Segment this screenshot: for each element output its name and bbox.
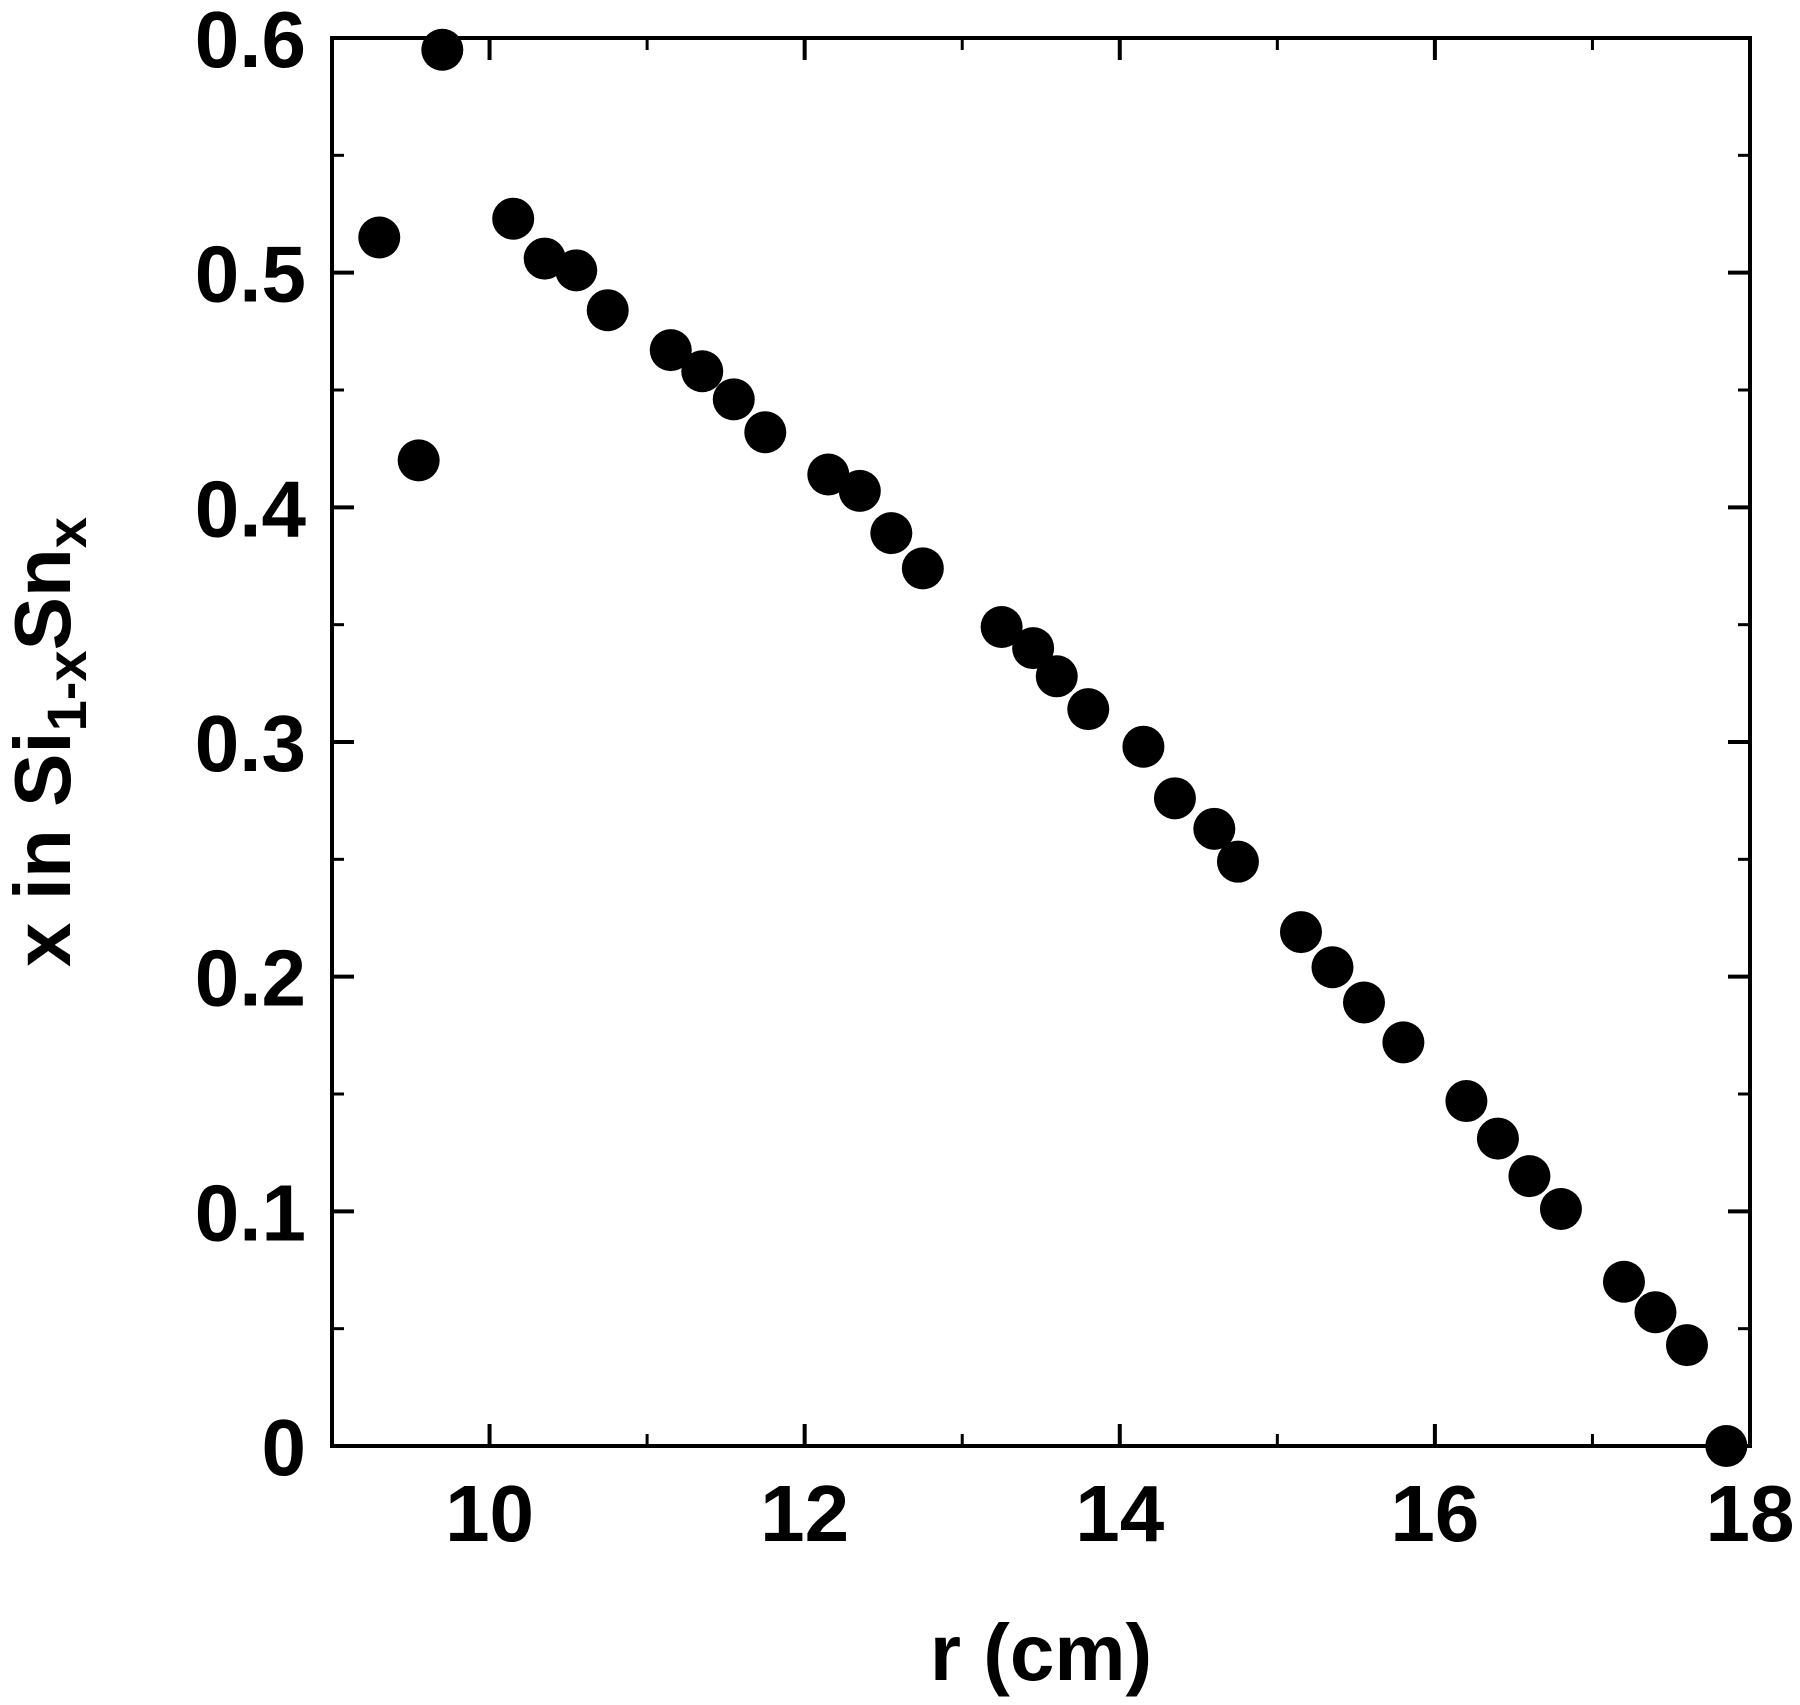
data-point (1602, 1260, 1645, 1303)
data-point (1705, 1425, 1748, 1467)
data-point (649, 329, 692, 372)
major-ticks (332, 36, 1752, 1448)
y-axis-label-prefix: x in Si (0, 731, 87, 967)
y-axis-label: x in Si1-xSnx (0, 517, 98, 967)
data-point (1067, 688, 1110, 731)
data-point (1634, 1291, 1677, 1334)
plot-area (330, 28, 1752, 1467)
data-point (1153, 777, 1196, 820)
x-tick-label: 10 (445, 1469, 534, 1558)
x-tick-label: 18 (1706, 1469, 1795, 1558)
data-point (523, 237, 566, 280)
data-point (901, 547, 944, 590)
data-point (1508, 1155, 1551, 1198)
data-point (1382, 1021, 1425, 1064)
x-tick-label: 14 (1075, 1469, 1164, 1558)
data-point (421, 28, 464, 71)
data-point (1035, 655, 1078, 698)
data-point (555, 249, 598, 292)
y-axis-label-sub2: x (35, 517, 98, 548)
data-point (980, 606, 1023, 649)
data-point (1279, 911, 1322, 954)
y-tick-label: 0.3 (195, 699, 306, 788)
y-axis-label-mid: Sn (0, 548, 87, 650)
data-point (1342, 981, 1385, 1024)
data-point (1311, 946, 1354, 989)
data-point (358, 216, 401, 259)
y-tick-labels: 0 0.1 0.2 0.3 0.4 0.5 0.6 (195, 0, 307, 1492)
x-tick-label: 16 (1390, 1469, 1479, 1558)
y-axis-label-sub1: 1-x (35, 650, 98, 731)
y-tick-label: 0.2 (195, 934, 306, 1023)
data-point (397, 439, 440, 482)
data-point (807, 453, 850, 496)
data-point (870, 512, 913, 555)
data-point (744, 411, 787, 454)
data-point (838, 469, 881, 512)
y-tick-label: 0.6 (195, 0, 306, 84)
data-point (492, 197, 535, 240)
minor-ticks (332, 38, 1750, 1446)
data-point (681, 350, 724, 393)
data-point (1445, 1080, 1488, 1123)
y-tick-label: 0.5 (195, 230, 306, 319)
data-point (1122, 725, 1165, 768)
data-point (1193, 807, 1236, 850)
y-tick-label: 0 (262, 1403, 307, 1492)
data-point (586, 289, 629, 332)
data-point (1665, 1324, 1708, 1367)
data-point (1012, 627, 1055, 670)
y-tick-label: 0.4 (195, 464, 307, 553)
x-tick-labels: 10 12 14 16 18 (445, 1469, 1794, 1558)
data-points (358, 28, 1748, 1467)
x-tick-label: 12 (760, 1469, 849, 1558)
data-point (1216, 840, 1259, 883)
data-point (712, 378, 755, 421)
x-axis-label: r (cm) (930, 1608, 1152, 1697)
y-tick-label: 0.1 (195, 1168, 306, 1257)
data-point (1476, 1117, 1519, 1160)
data-point (1539, 1187, 1582, 1230)
